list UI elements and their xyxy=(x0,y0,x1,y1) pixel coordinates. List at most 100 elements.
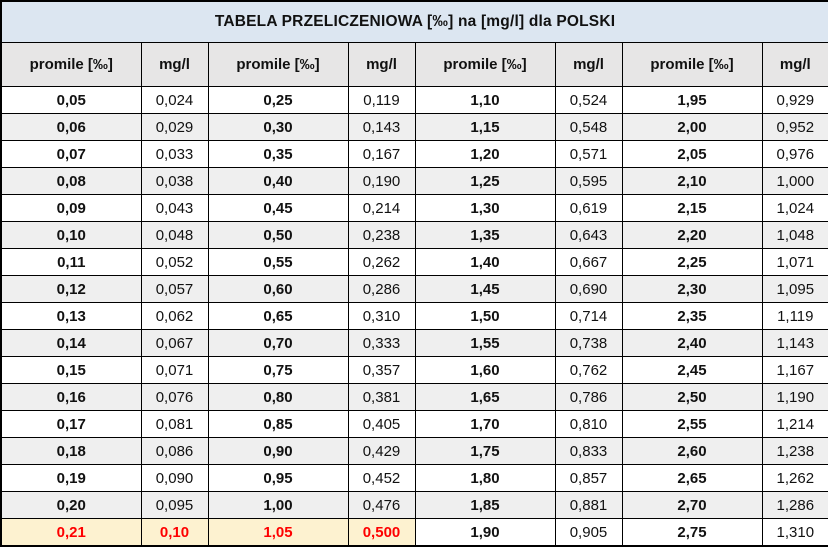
promile-cell: 1,65 xyxy=(414,383,556,411)
mgl-cell: 0,524 xyxy=(554,86,623,114)
promile-cell: 0,21 xyxy=(0,518,142,547)
mgl-cell: 0,333 xyxy=(347,329,416,357)
promile-cell: 0,65 xyxy=(207,302,349,330)
promile-cell: 2,65 xyxy=(621,464,763,492)
mgl-cell: 0,043 xyxy=(140,194,209,222)
promile-cell: 0,17 xyxy=(0,410,142,438)
column-header-promile: promile [‰] xyxy=(621,42,763,87)
mgl-cell: 0,976 xyxy=(761,140,828,168)
mgl-cell: 0,571 xyxy=(554,140,623,168)
mgl-cell: 1,238 xyxy=(761,437,828,465)
mgl-cell: 0,024 xyxy=(140,86,209,114)
promile-cell: 2,20 xyxy=(621,221,763,249)
mgl-cell: 0,643 xyxy=(554,221,623,249)
mgl-cell: 0,929 xyxy=(761,86,828,114)
mgl-cell: 0,10 xyxy=(140,518,209,547)
mgl-cell: 0,286 xyxy=(347,275,416,303)
table-row: 0,16 0,076 0,80 0,381 1,65 0,786 2,50 1,190 xyxy=(0,383,828,411)
mgl-cell: 0,786 xyxy=(554,383,623,411)
table-row: 0,12 0,057 0,60 0,286 1,45 0,690 2,30 1,095 xyxy=(0,275,828,303)
promile-cell: 0,16 xyxy=(0,383,142,411)
mgl-cell: 0,095 xyxy=(140,491,209,519)
mgl-cell: 0,262 xyxy=(347,248,416,276)
mgl-cell: 0,619 xyxy=(554,194,623,222)
promile-cell: 0,18 xyxy=(0,437,142,465)
mgl-cell: 0,167 xyxy=(347,140,416,168)
promile-cell: 1,95 xyxy=(621,86,763,114)
promile-cell: 1,05 xyxy=(207,518,349,547)
promile-cell: 2,10 xyxy=(621,167,763,195)
promile-cell: 0,75 xyxy=(207,356,349,384)
promile-cell: 0,09 xyxy=(0,194,142,222)
mgl-cell: 0,048 xyxy=(140,221,209,249)
mgl-cell: 0,952 xyxy=(761,113,828,141)
promile-cell: 2,35 xyxy=(621,302,763,330)
promile-cell: 0,35 xyxy=(207,140,349,168)
promile-cell: 0,60 xyxy=(207,275,349,303)
promile-cell: 1,10 xyxy=(414,86,556,114)
promile-cell: 0,08 xyxy=(0,167,142,195)
promile-cell: 2,40 xyxy=(621,329,763,357)
table-row: 0,08 0,038 0,40 0,190 1,25 0,595 2,10 1,000 xyxy=(0,167,828,195)
mgl-cell: 0,238 xyxy=(347,221,416,249)
mgl-cell: 0,452 xyxy=(347,464,416,492)
promile-cell: 1,40 xyxy=(414,248,556,276)
mgl-cell: 0,038 xyxy=(140,167,209,195)
promile-cell: 1,35 xyxy=(414,221,556,249)
column-header-mgl: mg/l xyxy=(347,42,416,87)
mgl-cell: 0,214 xyxy=(347,194,416,222)
table-row: 0,09 0,043 0,45 0,214 1,30 0,619 2,15 1,024 xyxy=(0,194,828,222)
promile-cell: 2,05 xyxy=(621,140,763,168)
header-row: promile [‰] mg/l promile [‰] mg/l promile [‰… xyxy=(0,42,828,87)
mgl-cell: 0,057 xyxy=(140,275,209,303)
mgl-cell: 1,071 xyxy=(761,248,828,276)
table-row: 0,11 0,052 0,55 0,262 1,40 0,667 2,25 1,071 xyxy=(0,248,828,276)
table-row: 0,13 0,062 0,65 0,310 1,50 0,714 2,35 1,119 xyxy=(0,302,828,330)
mgl-cell: 0,357 xyxy=(347,356,416,384)
mgl-cell: 0,881 xyxy=(554,491,623,519)
promile-cell: 2,00 xyxy=(621,113,763,141)
promile-cell: 0,90 xyxy=(207,437,349,465)
promile-cell: 0,50 xyxy=(207,221,349,249)
promile-cell: 1,70 xyxy=(414,410,556,438)
promile-cell: 1,30 xyxy=(414,194,556,222)
mgl-cell: 0,810 xyxy=(554,410,623,438)
mgl-cell: 0,429 xyxy=(347,437,416,465)
mgl-cell: 0,667 xyxy=(554,248,623,276)
mgl-cell: 0,067 xyxy=(140,329,209,357)
promile-cell: 2,60 xyxy=(621,437,763,465)
promile-cell: 2,45 xyxy=(621,356,763,384)
promile-cell: 1,45 xyxy=(414,275,556,303)
mgl-cell: 1,095 xyxy=(761,275,828,303)
promile-cell: 1,50 xyxy=(414,302,556,330)
promile-cell: 0,19 xyxy=(0,464,142,492)
mgl-cell: 0,310 xyxy=(347,302,416,330)
mgl-cell: 0,905 xyxy=(554,518,623,547)
promile-cell: 0,15 xyxy=(0,356,142,384)
promile-cell: 0,13 xyxy=(0,302,142,330)
mgl-cell: 0,029 xyxy=(140,113,209,141)
promile-cell: 1,60 xyxy=(414,356,556,384)
promile-cell: 2,30 xyxy=(621,275,763,303)
mgl-cell: 1,262 xyxy=(761,464,828,492)
promile-cell: 0,25 xyxy=(207,86,349,114)
mgl-cell: 1,024 xyxy=(761,194,828,222)
promile-cell: 1,85 xyxy=(414,491,556,519)
mgl-cell: 0,714 xyxy=(554,302,623,330)
table-body: 0,05 0,024 0,25 0,119 1,10 0,524 1,95 0,929 0,06… xyxy=(0,86,828,547)
column-header-mgl: mg/l xyxy=(761,42,828,87)
promile-cell: 0,85 xyxy=(207,410,349,438)
table-title: TABELA PRZELICZENIOWA [‰] na [mg/l] dla … xyxy=(0,0,828,43)
table-row: 0,06 0,029 0,30 0,143 1,15 0,548 2,00 0,952 xyxy=(0,113,828,141)
promile-cell: 0,10 xyxy=(0,221,142,249)
mgl-cell: 1,310 xyxy=(761,518,828,547)
promile-cell: 0,55 xyxy=(207,248,349,276)
mgl-cell: 0,405 xyxy=(347,410,416,438)
promile-cell: 0,12 xyxy=(0,275,142,303)
promile-cell: 0,14 xyxy=(0,329,142,357)
promile-cell: 0,20 xyxy=(0,491,142,519)
mgl-cell: 0,548 xyxy=(554,113,623,141)
promile-cell: 0,11 xyxy=(0,248,142,276)
column-header-promile: promile [‰] xyxy=(0,42,142,87)
